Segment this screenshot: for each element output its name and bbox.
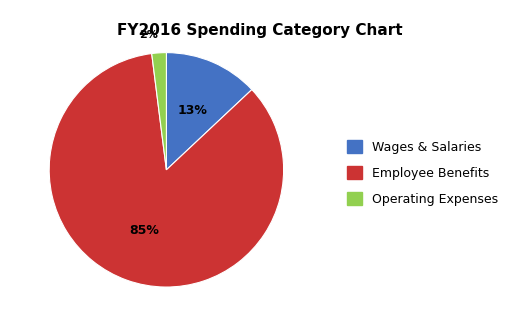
Text: 85%: 85% [129,224,160,237]
Text: 2%: 2% [139,30,158,40]
Text: FY2016 Spending Category Chart: FY2016 Spending Category Chart [117,23,403,38]
Wedge shape [152,53,166,170]
Wedge shape [49,54,283,287]
Wedge shape [166,53,252,170]
Legend: Wages & Salaries, Employee Benefits, Operating Expenses: Wages & Salaries, Employee Benefits, Ope… [342,135,503,211]
Text: 13%: 13% [177,104,207,117]
